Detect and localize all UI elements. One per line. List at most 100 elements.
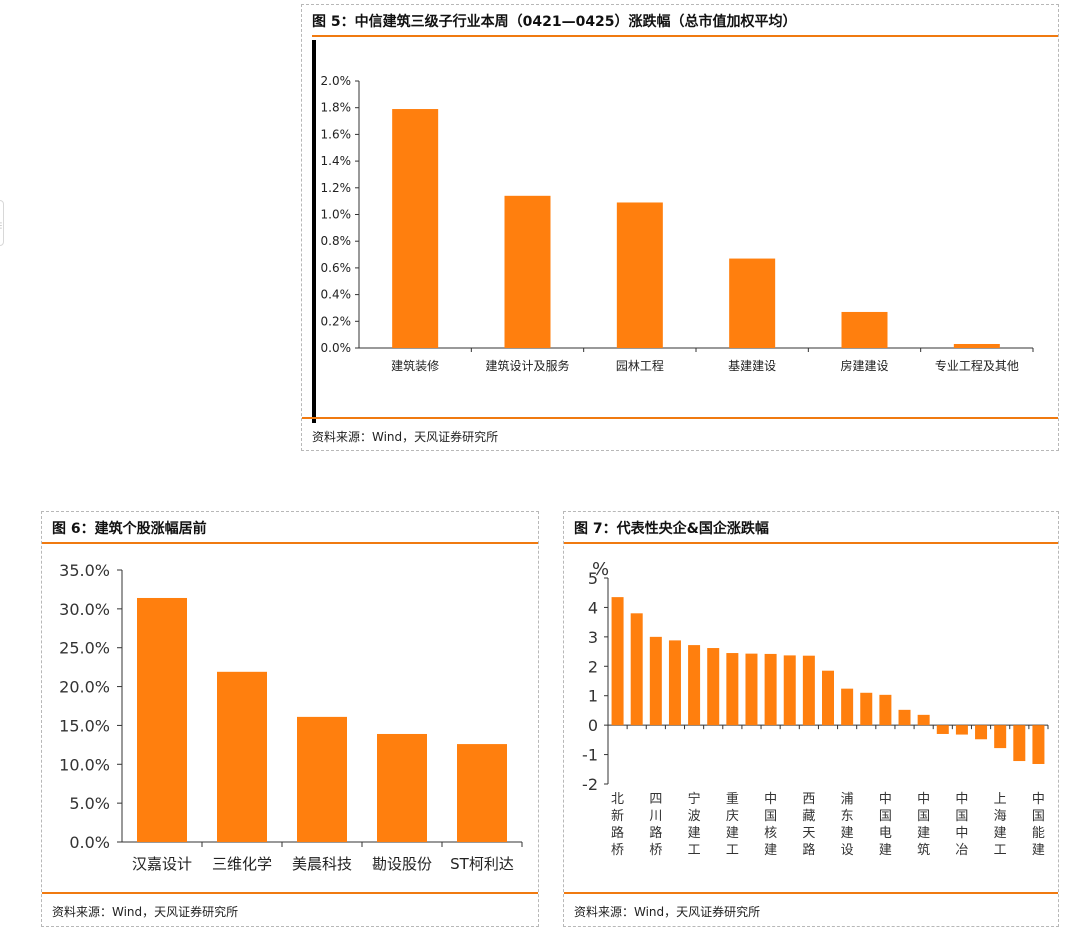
y-axis-unit: % — [592, 559, 609, 580]
bar — [504, 195, 551, 348]
y-tick-label: 0.8% — [321, 234, 352, 248]
figure-7-source-rule — [564, 892, 1058, 894]
x-tick-label: 建筑设计及服务 — [485, 358, 569, 373]
bar — [649, 636, 662, 726]
bar — [457, 744, 507, 842]
bar — [994, 725, 1007, 749]
bar — [936, 725, 949, 734]
x-tick-label-char: 东 — [841, 809, 854, 824]
x-tick-label: 西藏天路 — [802, 792, 815, 858]
x-tick-label: 房建建设 — [840, 358, 888, 373]
x-tick-label: 园林工程 — [616, 358, 664, 373]
bar — [953, 343, 1000, 348]
x-tick-label-char: 中 — [917, 792, 930, 807]
bar — [860, 692, 873, 726]
x-tick-label-char: 藏 — [802, 809, 815, 824]
y-tick-label: 15.0% — [59, 716, 110, 735]
bar — [841, 311, 888, 348]
figure-5-chart: 0.0% 0.2% 0.4% 0.6% 0.8% 1.0% 1.2% 1.4% 1.6% 1.8%… — [312, 40, 1034, 423]
y-tick-label: 0 — [588, 716, 598, 735]
x-tick-label-char: 中 — [879, 792, 892, 807]
bar — [729, 258, 776, 348]
x-tick-label-char: 中 — [764, 792, 777, 807]
y-tick-label: 4 — [588, 598, 598, 617]
x-tick-label-char: 川 — [649, 809, 662, 824]
bar — [898, 709, 911, 726]
x-tick-label: 建筑装修 — [391, 358, 439, 373]
y-tick-label: 1.4% — [321, 154, 352, 168]
x-tick-label-char: 建 — [917, 826, 930, 841]
x-tick-label-char: 建 — [688, 826, 701, 841]
x-tick-label: 宁波建工 — [688, 791, 701, 858]
figure-6-source: 资料来源：Wind，天风证券研究所 — [52, 905, 239, 919]
x-tick-label: 重庆建工 — [726, 791, 739, 858]
x-tick-label: ST柯利达 — [450, 855, 514, 873]
x-tick-label-char: 中 — [955, 792, 968, 807]
figure-7-title-rule — [564, 542, 1058, 544]
x-tick-label-char: 天 — [802, 826, 815, 841]
figure-7-title: 图 7：代表性央企&国企涨跌幅 — [574, 521, 769, 537]
y-tick-label: 1.0% — [321, 208, 352, 222]
x-tick-label-char: 西 — [802, 792, 815, 807]
x-tick-label-char: 中 — [955, 826, 968, 841]
x-tick-label-char: 工 — [994, 843, 1007, 858]
x-tick-label: 浦东建设 — [841, 792, 854, 858]
y-tick-label: 0.0% — [69, 833, 110, 852]
bar — [726, 653, 739, 726]
x-tick-label: 中国能建 — [1032, 792, 1045, 858]
x-tick-label: 中国建筑 — [917, 792, 930, 858]
x-tick-label-char: 国 — [764, 809, 777, 824]
figure-5-panel: 图 5：中信建筑三级子行业本周（0421—0425）涨跌幅（总市值加权平均） 0… — [301, 4, 1059, 451]
y-tick-label: 0.6% — [321, 261, 352, 275]
x-tick-label: 上海建工 — [994, 792, 1007, 858]
y-tick-label: 0.4% — [321, 288, 352, 302]
y-tick-label: 1.2% — [321, 181, 352, 195]
bar — [783, 655, 796, 726]
x-tick-label-char: 国 — [955, 809, 968, 824]
x-tick-label: 基建建设 — [728, 359, 776, 373]
x-tick-label-char: 国 — [1032, 809, 1045, 824]
y-tick-label: 10.0% — [59, 755, 110, 774]
x-tick-label-char: 建 — [1032, 843, 1045, 858]
x-tick-label-char: 冶 — [955, 843, 968, 858]
x-tick-label-char: 建 — [994, 826, 1007, 841]
bar — [377, 733, 427, 842]
x-tick-label: 美晨科技 — [292, 855, 352, 873]
bar — [137, 597, 187, 842]
y-tick-label: 0.2% — [321, 314, 352, 328]
x-tick-label-char: 路 — [649, 825, 662, 841]
x-tick-label-char: 庆 — [726, 809, 739, 824]
x-tick-label-char: 筑 — [917, 842, 930, 858]
y-tick-label: 30.0% — [59, 600, 110, 619]
x-tick-label: 四川路桥 — [649, 792, 662, 858]
bar — [668, 640, 681, 726]
x-tick-label-char: 波 — [688, 809, 701, 824]
y-tick-label: 2.0% — [321, 74, 352, 88]
y-tick-label: 2 — [588, 657, 598, 676]
x-tick-label-char: 宁 — [688, 791, 701, 807]
figure-6-title-rule — [42, 542, 538, 544]
x-tick-label-char: 海 — [994, 809, 1007, 824]
x-tick-label-char: 建 — [764, 843, 777, 858]
x-tick-label-char: 北 — [611, 792, 624, 807]
bar — [841, 688, 854, 726]
bar — [707, 648, 720, 726]
bar — [745, 653, 758, 726]
x-tick-label-char: 能 — [1032, 826, 1045, 841]
y-tick-label: 25.0% — [59, 639, 110, 658]
x-tick-label-char: 工 — [726, 843, 739, 858]
figure-7-source: 资料来源：Wind，天风证券研究所 — [574, 905, 761, 919]
x-tick-label: 专业工程及其他 — [935, 358, 1019, 373]
bar — [955, 725, 968, 735]
figure-7-panel: 图 7：代表性央企&国企涨跌幅 % -2 -1 0 1 2 3 4 5 北新路桥 四川路桥 宁波建工重… — [563, 511, 1059, 927]
side-collapse-handle[interactable]: ⋮ — [0, 200, 5, 246]
figure-5-title-rule — [312, 35, 1058, 37]
x-tick-label-char: 电 — [879, 826, 892, 841]
bar — [688, 645, 701, 726]
bar — [879, 694, 892, 726]
x-tick-label: 勘设股份 — [372, 855, 432, 873]
x-tick-label-char: 设 — [841, 843, 854, 858]
x-tick-label-char: 浦 — [841, 792, 854, 807]
figure-6-source-rule — [42, 892, 538, 894]
y-tick-label: 3 — [588, 628, 598, 647]
